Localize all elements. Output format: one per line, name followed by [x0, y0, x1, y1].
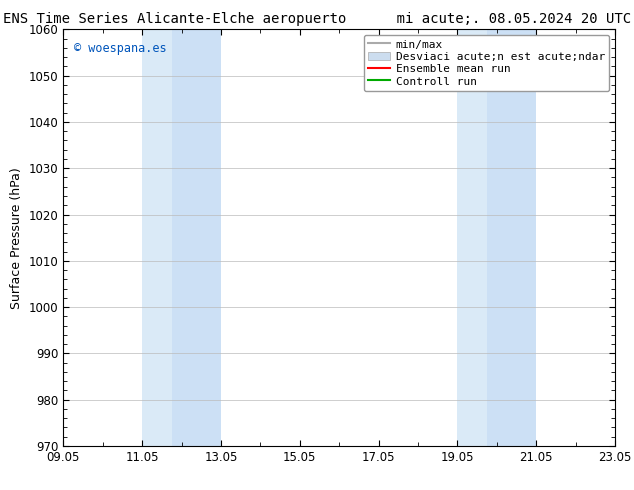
Text: ENS Time Series Alicante-Elche aeropuerto      mi acute;. 08.05.2024 20 UTC: ENS Time Series Alicante-Elche aeropuert…	[3, 12, 631, 26]
Y-axis label: Surface Pressure (hPa): Surface Pressure (hPa)	[10, 167, 23, 309]
Text: © woespana.es: © woespana.es	[74, 42, 167, 55]
Bar	[457, 29, 487, 446]
Legend: min/max, Desviaci acute;n est acute;ndar, Ensemble mean run, Controll run: min/max, Desviaci acute;n est acute;ndar…	[363, 35, 609, 91]
Bar	[487, 29, 536, 446]
Bar	[142, 29, 172, 446]
Bar	[172, 29, 221, 446]
